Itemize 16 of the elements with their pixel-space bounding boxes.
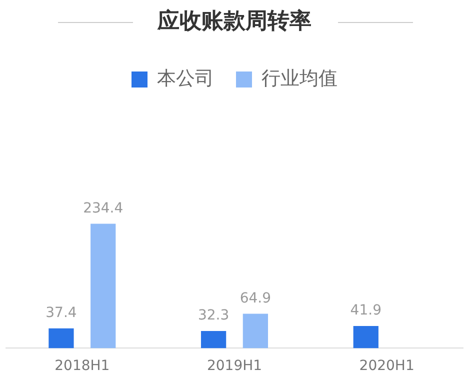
data-label: 234.4	[83, 200, 124, 216]
legend-label: 行业均值	[262, 67, 338, 90]
bar	[90, 224, 116, 348]
x-tick-label: 2020H1	[359, 358, 414, 374]
bar	[200, 331, 226, 348]
chart-title: 应收账款周转率	[156, 8, 312, 36]
data-label: 37.4	[46, 304, 77, 321]
legend-label: 本公司	[157, 67, 214, 90]
bar	[48, 328, 74, 348]
bar	[242, 314, 268, 348]
data-label: 64.9	[240, 290, 272, 306]
data-label: 41.9	[350, 302, 382, 319]
x-tick-label: 2019H1	[206, 358, 262, 374]
data-label: 32.3	[198, 308, 230, 324]
x-tick-label: 2018H1	[54, 358, 110, 374]
bar	[353, 326, 378, 348]
